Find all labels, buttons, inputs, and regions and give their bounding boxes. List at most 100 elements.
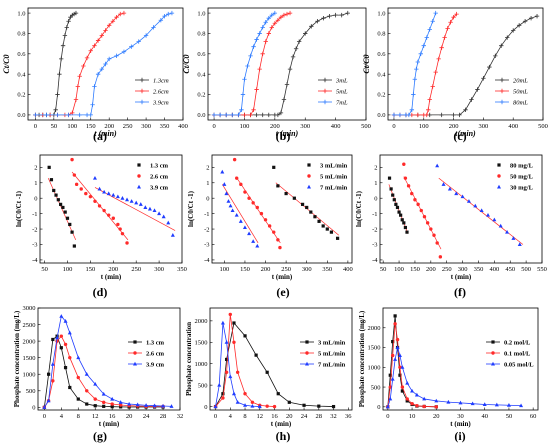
legend-marker: [305, 340, 309, 344]
data-point: [422, 396, 427, 401]
series-b-0: [211, 10, 350, 118]
x-tick-label: 350: [177, 266, 187, 273]
legend-marker: [322, 99, 328, 105]
data-point: [519, 403, 524, 408]
data-point: [92, 175, 97, 180]
data-point: [446, 399, 451, 404]
legend: 3 mL/min 5 mL/min 7 mL/min: [300, 339, 346, 368]
data-point: [419, 208, 423, 213]
data-point: [511, 236, 516, 240]
data-point: [402, 162, 406, 166]
legend: 3 mL/min 5 mL/min 7 mL/min: [307, 162, 348, 191]
x-axis-title: t (min): [451, 273, 472, 281]
x-tick-label: 100: [67, 123, 77, 130]
x-tick-label: 200: [270, 123, 280, 130]
x-tick-label: 350: [474, 266, 484, 273]
x-tick-label: 100: [394, 266, 404, 273]
y-tick-label: 1000: [195, 361, 208, 368]
series-line: [214, 12, 348, 116]
data-point: [129, 44, 134, 49]
data-point: [59, 202, 63, 206]
legend-marker: [305, 351, 309, 355]
series-d-1: [70, 157, 129, 245]
data-point: [505, 229, 510, 234]
series-c-2: [391, 10, 438, 118]
series-i-2: [385, 345, 524, 409]
chart-panel-g: 0 4 8 12 16 20 24 28 32 0 500 1000 1500 2000 2500 3000 t…: [13, 305, 183, 443]
legend-marker: [307, 184, 311, 189]
y-tick-label: 0.6: [377, 51, 386, 58]
data-point: [217, 382, 222, 387]
data-point: [248, 112, 253, 118]
data-point: [232, 321, 236, 325]
data-point: [445, 26, 450, 31]
y-tick-label: 0.0: [377, 112, 385, 119]
data-point: [97, 204, 102, 208]
data-point: [250, 403, 255, 408]
data-point: [74, 182, 79, 187]
data-point: [222, 182, 227, 186]
data-point: [493, 53, 498, 59]
x-tick-label: 250: [281, 266, 291, 273]
data-point: [499, 43, 504, 48]
data-point: [143, 33, 149, 38]
x-tick-label: 100: [240, 123, 250, 130]
series-line: [215, 322, 334, 407]
data-point: [424, 112, 429, 118]
data-point: [272, 10, 278, 16]
data-point: [251, 201, 255, 205]
data-point: [90, 102, 95, 107]
legend: 20mL 50mL 80mL: [495, 77, 528, 106]
legend-label: 0.1 mol/L: [504, 350, 531, 357]
data-point: [470, 401, 475, 406]
data-point: [506, 403, 511, 407]
series-line: [387, 323, 437, 408]
data-point: [55, 335, 60, 340]
data-point: [79, 187, 83, 191]
data-point: [403, 176, 408, 180]
data-point: [70, 157, 74, 162]
data-point: [388, 385, 392, 389]
data-point: [278, 110, 284, 116]
x-tick-label: 60: [530, 413, 537, 420]
data-point: [414, 66, 419, 72]
data-point: [217, 112, 223, 118]
data-point: [110, 402, 114, 406]
chart-panel-c: 0 100 200 300 400 500 0.0 0.2 0.4 0.6 0.8 1.0 t(min)…: [362, 7, 548, 143]
data-point: [76, 375, 80, 380]
data-point: [46, 372, 51, 376]
y-tick-label: 0.0: [17, 112, 25, 119]
data-point: [68, 385, 72, 390]
legend-marker: [497, 163, 501, 167]
x-axis-title: t (min): [276, 129, 299, 138]
series-h-1: [213, 312, 277, 409]
data-point: [400, 365, 405, 369]
series-i-1: [386, 322, 438, 409]
legend-marker: [139, 88, 145, 94]
y-tick-label: 1: [374, 180, 377, 187]
data-point: [88, 112, 93, 118]
x-tick-label: 30: [457, 413, 464, 420]
data-point: [405, 397, 409, 401]
data-point: [49, 178, 54, 182]
x-axis-title: t (min): [272, 273, 293, 281]
data-point: [59, 346, 63, 350]
data-point: [487, 64, 492, 70]
plot-frame: [211, 154, 353, 264]
data-point: [516, 23, 522, 28]
y-tick-label: -3: [372, 242, 377, 249]
y-axis-title: ln(C0/Ct -1): [355, 190, 363, 227]
legend-marker: [133, 340, 137, 344]
legend-label: 30 mg/L: [510, 184, 534, 191]
x-tick-label: 250: [123, 123, 133, 130]
y-tick-label: 0: [204, 404, 207, 411]
series-line: [215, 322, 260, 407]
data-point: [102, 208, 106, 213]
data-point: [115, 194, 120, 199]
data-point: [432, 233, 436, 237]
y-tick-label: 0: [206, 195, 209, 202]
series-a-1: [33, 10, 127, 118]
data-point: [309, 24, 314, 29]
data-point: [454, 191, 459, 196]
y-axis-title: Phosphate concentration: [185, 322, 193, 396]
